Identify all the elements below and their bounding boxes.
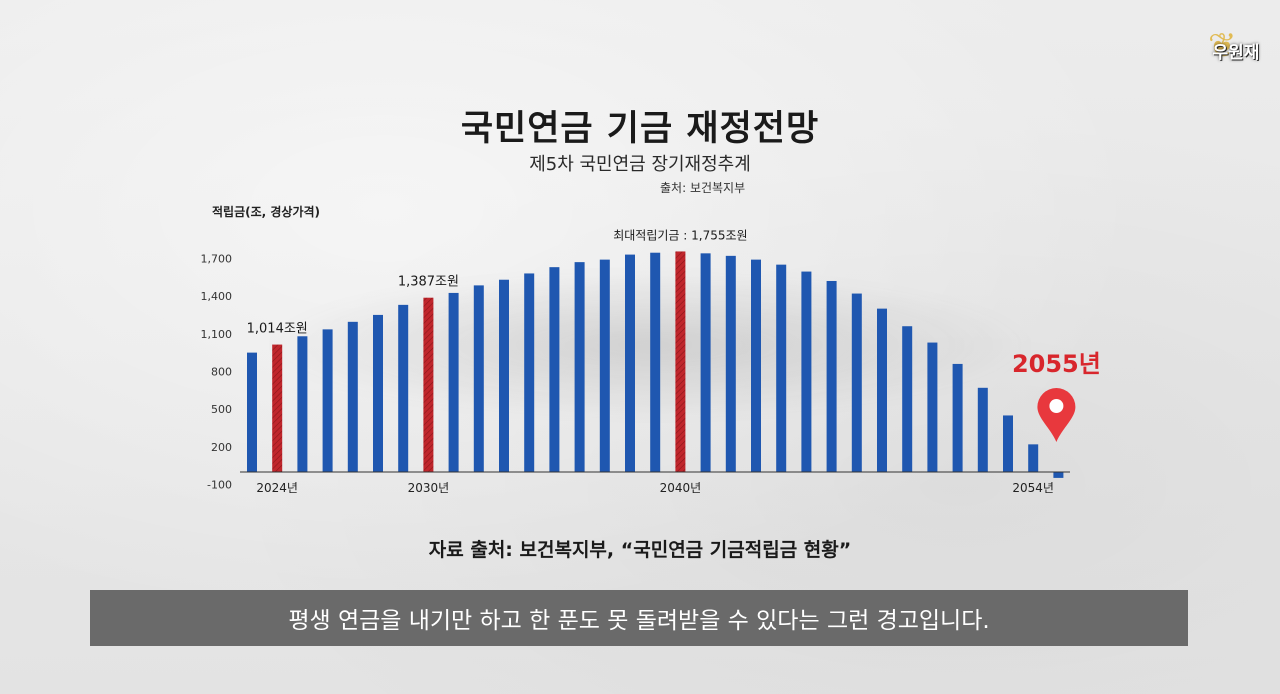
year-2055-label: 2055년 <box>1012 350 1101 378</box>
bar <box>725 255 736 472</box>
bar <box>247 352 257 472</box>
bar <box>751 259 761 472</box>
wheat-icon: ❦ <box>1208 26 1237 66</box>
bar <box>549 267 560 472</box>
bar <box>801 271 812 472</box>
bar <box>977 387 988 472</box>
y-tick-label: 1,100 <box>201 328 233 341</box>
bar <box>902 326 913 472</box>
bar <box>599 259 610 472</box>
highlight-bar <box>272 344 283 472</box>
location-pin-hole <box>1049 399 1064 413</box>
bar <box>1028 444 1039 472</box>
y-tick-label: -100 <box>207 479 232 492</box>
bar <box>826 280 837 472</box>
chart-subtitle: 제5차 국민연금 장기재정추계 <box>529 154 751 175</box>
y-tick-label: 200 <box>211 441 232 454</box>
x-tick-label: 2054년 <box>1012 481 1054 495</box>
bar <box>952 363 963 472</box>
highlight-bar <box>675 251 686 472</box>
location-pin-icon <box>1037 388 1076 442</box>
bar <box>448 292 459 472</box>
source-note-bottom: 자료 출처: 보건복지부, “국민연금 기금적립금 현황” <box>428 539 852 561</box>
bar <box>776 264 787 472</box>
highlight-bar <box>423 297 434 472</box>
x-tick-label: 2030년 <box>408 481 450 495</box>
data-label: 1,014조원 <box>247 322 308 337</box>
bar <box>1003 415 1013 472</box>
bar <box>927 342 938 472</box>
bar <box>700 253 711 472</box>
bar <box>851 293 862 472</box>
bar <box>322 329 333 472</box>
bar <box>373 314 383 472</box>
bar <box>297 336 308 472</box>
y-tick-label: 1,400 <box>201 290 233 303</box>
caption-text: 평생 연금을 내기만 하고 한 푼도 못 돌려받을 수 있다는 그런 경고입니다… <box>288 608 990 634</box>
bar <box>574 262 585 472</box>
y-axis-label: 적립금(조, 경상가격) <box>212 205 321 219</box>
data-label: 1,387조원 <box>398 275 459 290</box>
bar <box>347 321 358 472</box>
bar <box>1053 472 1064 478</box>
caption-bar: 평생 연금을 내기만 하고 한 푼도 못 돌려받을 수 있다는 그런 경고입니다… <box>90 590 1188 646</box>
bar <box>473 285 484 472</box>
chart-title: 국민연금 기금 재정전망 <box>460 109 820 149</box>
bar <box>650 252 661 472</box>
x-tick-label: 2040년 <box>660 481 702 495</box>
bar <box>499 279 509 472</box>
bar <box>625 254 635 472</box>
data-label: 최대적립기금 : 1,755조원 <box>613 228 747 242</box>
y-tick-label: 800 <box>211 365 232 378</box>
channel-logo-text: 우원재 <box>1212 42 1260 63</box>
bar <box>877 308 887 472</box>
x-tick-label: 2024년 <box>256 481 298 495</box>
channel-logo: ❦ 우원재 <box>1204 26 1268 72</box>
y-tick-label: 1,700 <box>201 252 233 265</box>
y-tick-label: 500 <box>211 403 232 416</box>
bar <box>398 304 409 472</box>
bar <box>524 273 535 472</box>
source-note-top: 출처: 보건복지부 <box>660 181 746 195</box>
